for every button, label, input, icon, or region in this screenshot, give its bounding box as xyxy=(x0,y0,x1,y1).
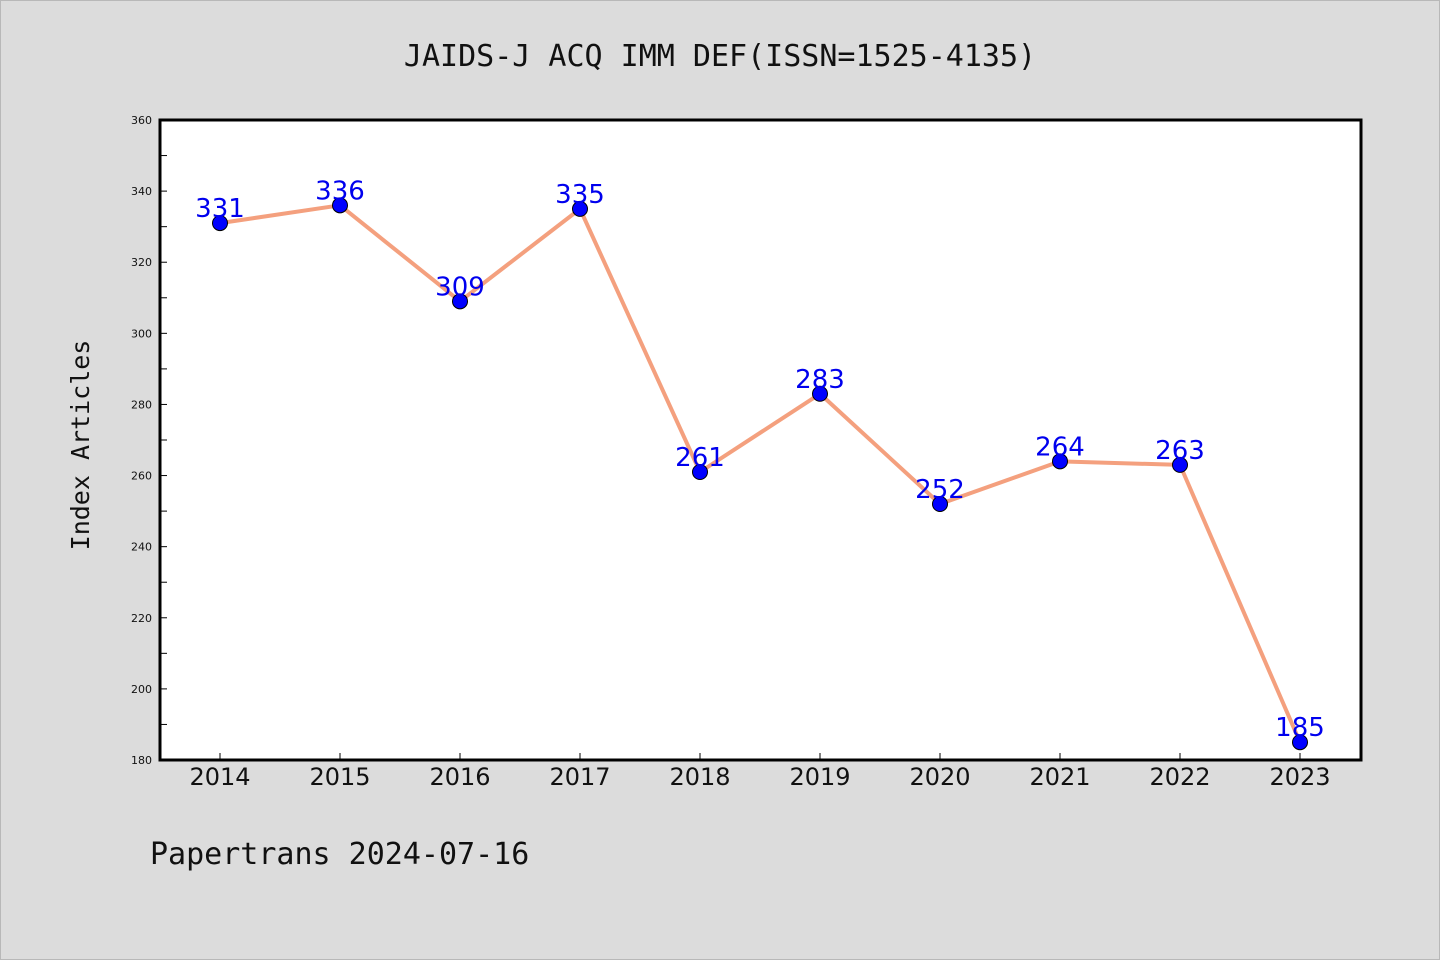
y-tick-label: 240 xyxy=(131,541,152,554)
x-tick-label: 2016 xyxy=(429,763,490,791)
y-axis: 180 200 220 240 260 280 300 320 340 360 xyxy=(131,114,167,767)
data-label: 331 xyxy=(195,194,245,224)
x-axis: 2014 2015 2016 2017 2018 2019 2020 2021 2022 2023 xyxy=(189,753,1331,791)
chart-title: JAIDS-J ACQ IMM DEF(ISSN=1525-4135) xyxy=(404,39,1036,74)
x-tick-label: 2020 xyxy=(909,763,970,791)
y-tick-label: 320 xyxy=(131,256,152,269)
y-tick-label: 300 xyxy=(131,327,152,340)
data-point xyxy=(452,293,468,310)
data-label: 252 xyxy=(915,475,965,505)
x-tick-label: 2021 xyxy=(1029,763,1090,791)
data-point xyxy=(932,496,948,512)
plot-area xyxy=(158,118,1363,762)
data-point xyxy=(692,464,708,480)
data-point xyxy=(1172,456,1188,473)
x-tick-label: 2022 xyxy=(1149,763,1210,791)
data-point xyxy=(1292,734,1308,751)
x-tick-label: 2018 xyxy=(669,763,730,791)
y-tick-label: 280 xyxy=(131,398,152,411)
series-line xyxy=(218,203,1302,745)
data-point xyxy=(332,197,348,214)
data-label: 336 xyxy=(315,176,365,206)
x-tick-label: 2019 xyxy=(789,763,850,791)
y-tick-label: 260 xyxy=(131,470,152,483)
y-tick-label: 200 xyxy=(131,683,152,696)
series-index-articles xyxy=(218,203,1302,745)
y-tick-label: 220 xyxy=(131,612,152,625)
data-point xyxy=(212,215,228,232)
x-tick-label: 2023 xyxy=(1269,763,1330,791)
data-point xyxy=(1052,453,1068,470)
y-axis-label: Index Articles xyxy=(66,340,95,551)
data-label: 263 xyxy=(1155,436,1205,466)
data-label: 335 xyxy=(555,180,605,210)
y-tick-label: 340 xyxy=(131,185,152,198)
footer-credit: Papertrans 2024-07-16 xyxy=(150,837,529,872)
y-tick-label: 180 xyxy=(131,754,152,767)
data-markers xyxy=(212,197,1308,751)
y-tick-label: 360 xyxy=(131,114,152,127)
x-tick-label: 2015 xyxy=(309,763,370,791)
x-tick-label: 2017 xyxy=(549,763,610,791)
data-point xyxy=(812,385,828,402)
x-tick-label: 2014 xyxy=(189,763,250,791)
data-label: 309 xyxy=(435,272,485,302)
data-labels: 331 336 309 335 261 283 252 264 263 185 xyxy=(195,176,1325,743)
data-label: 185 xyxy=(1275,713,1325,743)
data-point xyxy=(572,200,588,217)
data-label: 283 xyxy=(795,365,845,395)
data-label: 261 xyxy=(675,443,725,473)
data-label: 264 xyxy=(1035,432,1085,462)
